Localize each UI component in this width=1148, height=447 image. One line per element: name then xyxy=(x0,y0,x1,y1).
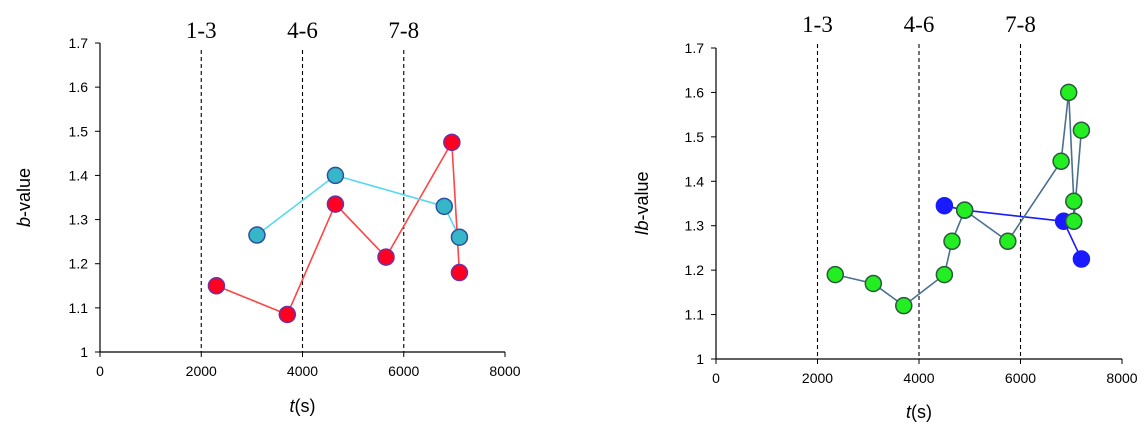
x-tick-label: 8000 xyxy=(1106,370,1137,386)
data-point xyxy=(1072,121,1091,139)
data-point xyxy=(935,265,954,284)
region-label: 7-8 xyxy=(388,18,419,43)
y-axis-label-prefix: I xyxy=(632,231,652,236)
x-axis-label: t(s) xyxy=(289,396,315,416)
series-line-1 xyxy=(944,204,1083,260)
x-tick-label: 4000 xyxy=(903,370,934,386)
y-tick-label: 1.6 xyxy=(685,84,705,100)
y-tick-label: 1.2 xyxy=(69,256,89,272)
x-axis-label-rest: (s) xyxy=(911,402,932,422)
region-label: 7-8 xyxy=(1005,12,1036,37)
x-tick-label: 8000 xyxy=(489,363,520,379)
x-axis-label-italic: t xyxy=(289,396,295,416)
series-line-1 xyxy=(216,139,461,316)
y-tick-label: 1.7 xyxy=(69,35,89,51)
y-tick-label: 1.5 xyxy=(69,123,89,139)
data-point xyxy=(207,277,226,295)
y-tick-label: 1.5 xyxy=(685,129,705,145)
y-tick-label: 1.4 xyxy=(685,173,705,189)
y-tick-label: 1.3 xyxy=(685,218,705,234)
data-point xyxy=(895,296,913,315)
y-tick-label: 1 xyxy=(696,351,704,367)
y-axis-label-italic: b xyxy=(14,217,34,227)
data-point xyxy=(1065,212,1083,231)
chart-panel-1: 1 1.1 1.2 1.3 1.4 1.5 1.6 1.7 0 2000 4000 6000 8000 1… xyxy=(14,18,521,416)
x-tick-label: 6000 xyxy=(1005,370,1036,386)
data-point xyxy=(1052,152,1070,171)
x-axis-label-italic: t xyxy=(906,402,912,422)
x-tick-label: 0 xyxy=(96,363,104,379)
y-axis-label-rest: -value xyxy=(14,168,34,217)
y-tick-label: 1.4 xyxy=(69,167,89,183)
data-point xyxy=(1059,83,1078,102)
data-point xyxy=(999,232,1017,251)
data-point xyxy=(443,133,461,152)
x-axis-label-rest: (s) xyxy=(295,396,316,416)
y-tick-label: 1.3 xyxy=(69,212,89,228)
data-point xyxy=(1065,192,1083,211)
x-tick-label: 6000 xyxy=(388,363,419,379)
data-point xyxy=(278,305,297,324)
y-tick-label: 1.2 xyxy=(685,262,705,278)
data-point xyxy=(326,195,345,213)
x-axis-label: t(s) xyxy=(906,402,932,422)
data-point xyxy=(1072,250,1091,268)
data-point xyxy=(826,265,845,284)
data-point xyxy=(435,197,453,216)
data-point xyxy=(248,226,266,244)
y-axis-label: b-value xyxy=(14,168,34,227)
x-tick-label: 0 xyxy=(712,370,720,386)
x-tick-label: 4000 xyxy=(287,363,318,379)
data-point xyxy=(377,248,395,266)
chart-panel-2: 1 1.1 1.2 1.3 1.4 1.5 1.6 1.7 0 2000 4000 6000 8000 1… xyxy=(632,12,1138,422)
y-tick-label: 1.1 xyxy=(685,307,705,323)
region-label: 1-3 xyxy=(802,12,833,37)
data-point xyxy=(326,166,345,185)
series-line-2 xyxy=(256,174,461,238)
y-tick-label: 1 xyxy=(80,344,88,360)
y-axis-label: Ib-value xyxy=(632,171,652,235)
data-point xyxy=(943,232,961,251)
x-tick-label: 2000 xyxy=(186,363,217,379)
data-point xyxy=(450,228,469,246)
region-label: 4-6 xyxy=(287,18,318,43)
data-point xyxy=(955,201,974,219)
data-point xyxy=(864,274,883,293)
region-label: 1-3 xyxy=(186,18,217,43)
data-point xyxy=(450,263,469,282)
y-tick-label: 1.6 xyxy=(69,79,89,95)
data-point xyxy=(935,196,954,215)
series-line-2 xyxy=(835,92,1083,307)
y-tick-label: 1.1 xyxy=(69,300,89,316)
y-tick-label: 1.7 xyxy=(685,40,705,56)
y-axis-label-rest: -value xyxy=(632,171,652,220)
region-label: 4-6 xyxy=(904,12,935,37)
x-tick-label: 2000 xyxy=(802,370,833,386)
y-axis-label-italic: b xyxy=(632,221,652,231)
